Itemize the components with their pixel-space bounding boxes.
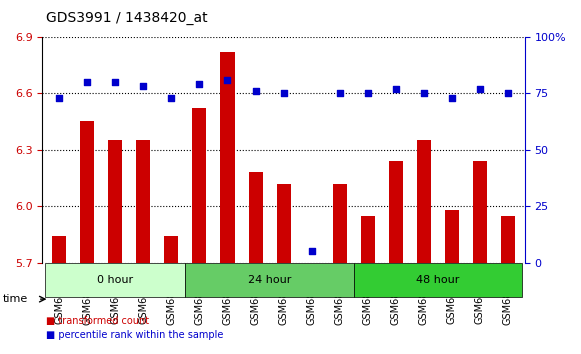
FancyBboxPatch shape <box>185 263 354 297</box>
Point <box>363 90 372 96</box>
Text: time: time <box>3 294 28 304</box>
Text: ■ transformed count: ■ transformed count <box>46 316 149 326</box>
Text: 48 hour: 48 hour <box>416 275 460 285</box>
Bar <box>52 236 66 263</box>
Point <box>111 79 120 85</box>
Point <box>83 79 92 85</box>
FancyBboxPatch shape <box>354 263 522 297</box>
Bar <box>501 216 515 263</box>
Point <box>279 90 288 96</box>
Point <box>223 77 232 82</box>
Text: 24 hour: 24 hour <box>248 275 291 285</box>
Text: 0 hour: 0 hour <box>97 275 134 285</box>
Point <box>503 90 512 96</box>
Point <box>475 86 485 91</box>
Text: ■ percentile rank within the sample: ■ percentile rank within the sample <box>46 330 224 340</box>
Point <box>419 90 428 96</box>
Bar <box>220 52 235 263</box>
Bar <box>445 210 459 263</box>
Point <box>251 88 260 94</box>
Point <box>447 95 457 101</box>
Point <box>335 90 345 96</box>
Point <box>195 81 204 87</box>
Bar <box>137 140 150 263</box>
Point <box>307 249 316 254</box>
Point <box>139 84 148 89</box>
Bar <box>192 108 206 263</box>
Bar <box>80 121 94 263</box>
Bar <box>417 140 431 263</box>
FancyBboxPatch shape <box>45 263 185 297</box>
Bar <box>361 216 375 263</box>
Bar <box>473 161 487 263</box>
Point <box>55 95 64 101</box>
Bar <box>249 172 263 263</box>
Bar <box>332 184 347 263</box>
Bar <box>389 161 403 263</box>
Text: GDS3991 / 1438420_at: GDS3991 / 1438420_at <box>46 11 208 25</box>
Point <box>391 86 400 91</box>
Bar <box>164 236 178 263</box>
Bar <box>108 140 123 263</box>
Point <box>167 95 176 101</box>
Bar <box>277 184 290 263</box>
